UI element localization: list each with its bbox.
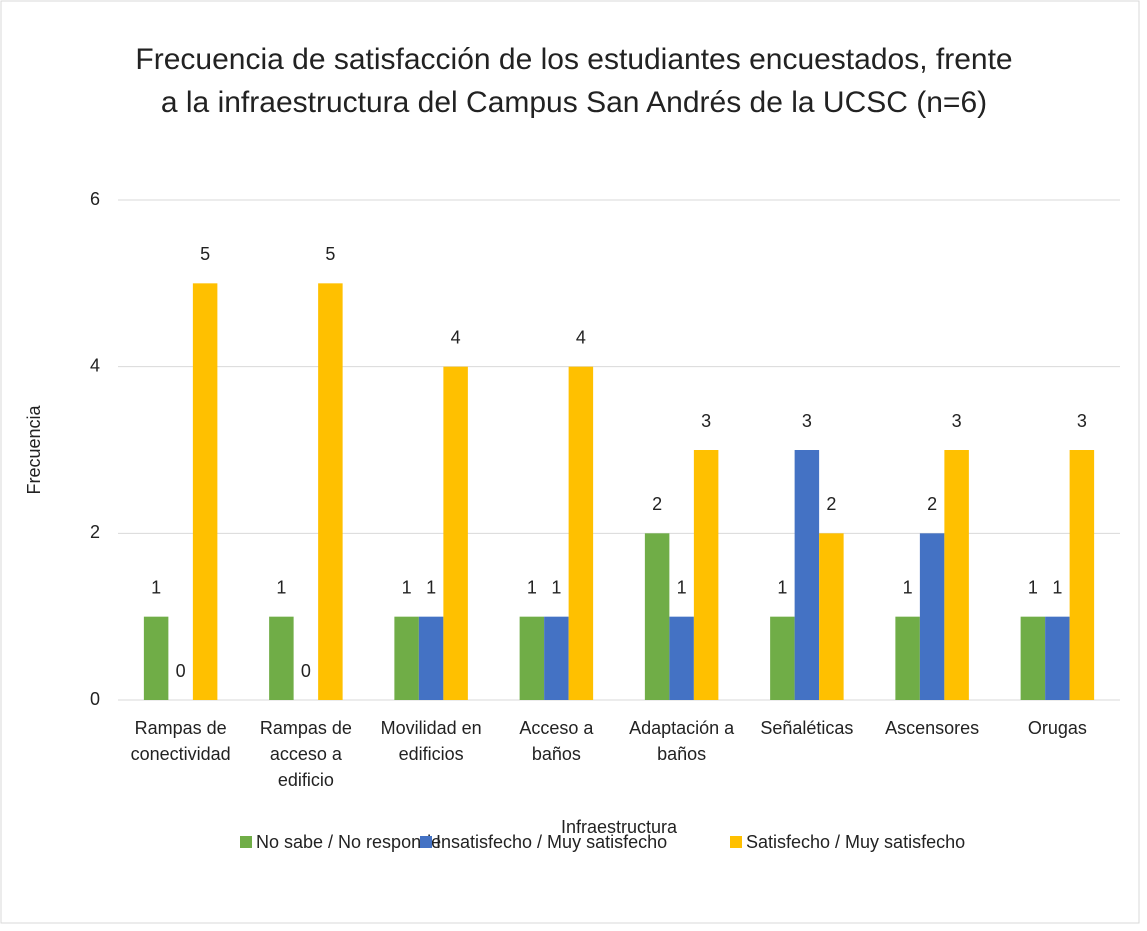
x-tick-label: Orugas — [1027, 718, 1087, 738]
bar — [644, 533, 670, 700]
x-tick-label: Señaléticas — [760, 718, 854, 738]
x-axis-label: Infraestructura — [561, 817, 678, 837]
bar — [770, 616, 795, 700]
bar — [819, 533, 844, 700]
data-label: 1 — [426, 577, 436, 597]
data-label: 1 — [151, 577, 161, 597]
bar — [192, 283, 218, 700]
bar — [318, 283, 343, 700]
bar — [1045, 616, 1070, 700]
bar — [519, 616, 545, 700]
y-tick-label: 6 — [90, 189, 100, 209]
y-tick-label: 2 — [90, 522, 100, 542]
x-tick-label: Adaptación a baños — [629, 718, 735, 764]
data-label: 2 — [927, 494, 937, 514]
legend-label: Insatisfecho / Muy satisfecho — [436, 832, 667, 852]
data-label: 1 — [1028, 577, 1038, 597]
bar — [794, 450, 820, 700]
legend-swatch — [420, 836, 432, 848]
data-label: 1 — [1052, 577, 1062, 597]
x-tick-label: Rampas de acceso a edificio — [259, 718, 352, 790]
bar — [693, 450, 719, 700]
bar — [919, 533, 945, 700]
bar — [944, 450, 969, 700]
legend-swatch — [730, 836, 742, 848]
bar — [394, 616, 419, 700]
bar — [1069, 450, 1095, 700]
data-label: 4 — [576, 327, 586, 347]
y-tick-label: 4 — [90, 355, 100, 375]
data-label: 1 — [276, 577, 286, 597]
data-label: 3 — [952, 411, 962, 431]
bar — [143, 616, 169, 700]
legend-label: Satisfecho / Muy satisfecho — [746, 832, 965, 852]
bar — [418, 616, 444, 700]
data-label: 1 — [777, 577, 787, 597]
data-label: 5 — [325, 244, 335, 264]
bar — [669, 616, 694, 700]
legend-label: No sabe / No responde — [256, 832, 441, 852]
bar — [443, 366, 468, 700]
bar — [895, 616, 920, 700]
data-label: 1 — [551, 577, 561, 597]
y-axis-label: Frecuencia — [24, 404, 44, 494]
y-tick-label: 0 — [90, 689, 100, 709]
data-label: 0 — [176, 661, 186, 681]
bar — [568, 366, 594, 700]
bar — [269, 616, 294, 700]
data-label: 1 — [527, 577, 537, 597]
data-label: 1 — [677, 577, 687, 597]
data-label: 1 — [402, 577, 412, 597]
data-label: 1 — [903, 577, 913, 597]
bar — [544, 616, 569, 700]
data-label: 2 — [826, 494, 836, 514]
data-label: 0 — [301, 661, 311, 681]
data-label: 4 — [451, 327, 461, 347]
x-tick-label: Movilidad en edificios — [380, 718, 482, 764]
x-tick-label: Acceso a baños — [519, 718, 594, 764]
x-tick-label: Rampas de conectividad — [130, 718, 231, 764]
data-label: 3 — [802, 411, 812, 431]
bar — [1020, 616, 1046, 700]
x-tick-label: Ascensores — [885, 718, 980, 738]
chart-title: Frecuencia de satisfacción de los estudi… — [135, 43, 1013, 119]
data-label: 5 — [200, 244, 210, 264]
data-label: 2 — [652, 494, 662, 514]
data-label: 3 — [1077, 411, 1087, 431]
data-label: 3 — [701, 411, 711, 431]
legend-swatch — [240, 836, 252, 848]
